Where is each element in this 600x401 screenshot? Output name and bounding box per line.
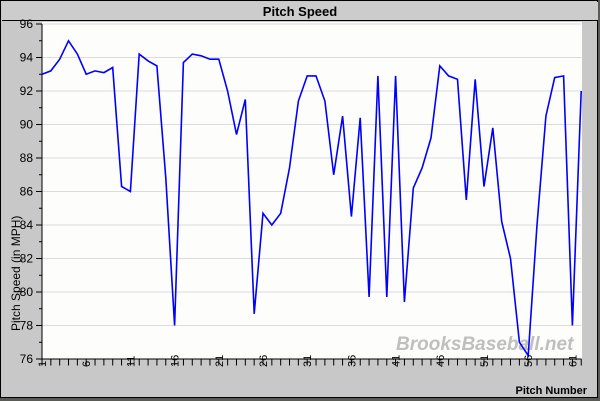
svg-text:90: 90 [20,118,34,132]
svg-text:41: 41 [391,355,403,367]
svg-text:56: 56 [523,355,535,367]
svg-text:88: 88 [20,151,34,165]
svg-text:21: 21 [214,355,226,367]
svg-text:51: 51 [479,355,491,367]
svg-text:61: 61 [567,355,579,367]
svg-text:46: 46 [435,355,447,367]
svg-text:36: 36 [346,355,358,367]
svg-text:1: 1 [37,361,49,367]
svg-text:26: 26 [258,355,270,367]
svg-text:31: 31 [302,355,314,367]
svg-text:76: 76 [20,352,34,366]
svg-text:86: 86 [20,185,34,199]
svg-text:96: 96 [20,17,34,31]
svg-text:16: 16 [170,355,182,367]
svg-text:11: 11 [125,356,137,367]
svg-text:94: 94 [20,51,34,65]
svg-text:92: 92 [20,84,34,98]
svg-text:6: 6 [81,361,93,367]
